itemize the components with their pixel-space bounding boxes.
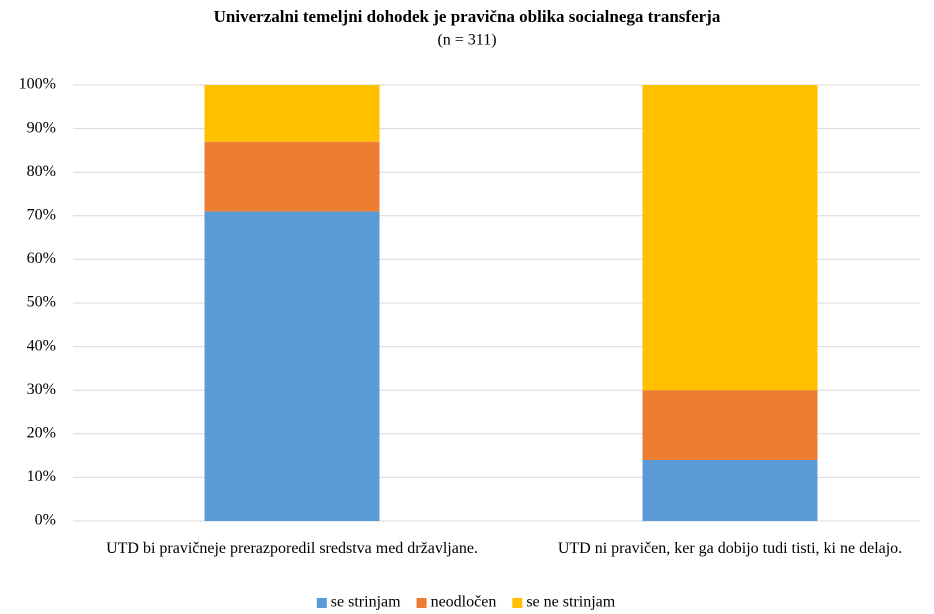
legend-swatch xyxy=(512,598,523,608)
y-tick-label: 60% xyxy=(27,250,56,267)
legend-label: neodločen xyxy=(431,594,497,611)
y-tick-label: 30% xyxy=(27,381,56,398)
y-tick-label: 90% xyxy=(27,119,56,136)
y-tick-label: 20% xyxy=(27,424,56,441)
bar-segment xyxy=(642,390,818,460)
bar-segment xyxy=(204,211,380,521)
y-tick-label: 80% xyxy=(27,163,56,180)
y-tick-label: 50% xyxy=(27,294,56,311)
y-tick-label: 0% xyxy=(35,512,56,529)
legend-label: se strinjam xyxy=(331,594,401,611)
legend-swatch xyxy=(316,598,327,608)
chart-subtitle: (n = 311) xyxy=(437,32,496,49)
y-tick-label: 70% xyxy=(27,206,56,223)
bar-segment xyxy=(204,141,380,212)
bar-segment xyxy=(642,459,818,521)
legend-swatch xyxy=(416,598,427,608)
chart-title: Univerzalni temeljni dohodek je pravična… xyxy=(214,7,721,26)
x-tick-label: UTD ni pravičen, ker ga dobijo tudi tist… xyxy=(557,540,903,557)
y-tick-label: 100% xyxy=(19,76,56,93)
bar-segment xyxy=(204,85,380,142)
legend-label: se ne strinjam xyxy=(526,594,615,611)
bar-segment xyxy=(642,85,818,391)
y-tick-label: 40% xyxy=(27,337,56,354)
x-tick-label: UTD bi pravičneje prerazporedil sredstva… xyxy=(106,540,478,557)
y-tick-label: 10% xyxy=(27,468,56,485)
